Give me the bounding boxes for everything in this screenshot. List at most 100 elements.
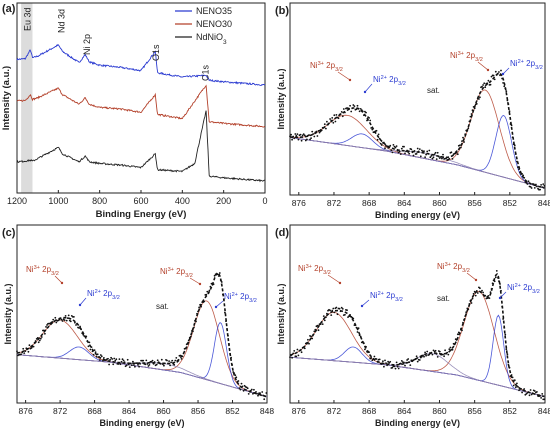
peak-annotation: Ni2+ 2p3/2 [510, 59, 543, 71]
x-tick-label: 1200 [7, 196, 27, 206]
data-point [323, 123, 326, 126]
data-point [432, 156, 435, 159]
data-point [82, 333, 85, 336]
data-point [516, 382, 518, 385]
data-point [111, 358, 114, 360]
legend-sub: 3 [223, 39, 227, 46]
data-point [103, 357, 105, 359]
data-point [338, 307, 341, 310]
y-axis-label: Intensity (a.u.) [276, 283, 286, 344]
data-point [302, 133, 305, 136]
data-point [309, 138, 311, 141]
data-point [442, 353, 444, 356]
data-point [523, 388, 526, 390]
data-point [256, 392, 258, 395]
data-point [540, 397, 542, 399]
annotation-sub: 3/2 [249, 298, 257, 304]
annotation-base: sat. [156, 302, 169, 311]
data-point [438, 157, 441, 160]
data-point [155, 363, 158, 366]
peak-annotation: Ni2+ 2p3/2 [507, 283, 540, 295]
data-point [441, 157, 443, 160]
data-point [69, 320, 72, 323]
data-point [513, 144, 516, 147]
data-point [419, 155, 422, 158]
data-point [335, 114, 338, 116]
data-point [394, 367, 397, 370]
data-point [424, 156, 426, 159]
data-point [308, 342, 310, 345]
fit-envelope [16, 272, 267, 398]
data-point [451, 348, 454, 351]
data-point [323, 319, 326, 322]
panel-c: 876 872 868 864 860 856 852 848 Binding energy (… [2, 224, 274, 428]
data-point [493, 78, 496, 81]
panel-label: (a) [2, 3, 16, 15]
x-tick-label: 868 [362, 198, 376, 208]
data-point [145, 359, 148, 362]
data-point [390, 149, 393, 152]
data-point [543, 185, 546, 187]
data-point [263, 398, 266, 401]
data-point [326, 120, 328, 123]
data-point [334, 120, 337, 123]
data-point [61, 320, 64, 322]
data-point [429, 156, 432, 159]
data-point [375, 129, 378, 132]
annotation-sub: 3/2 [532, 289, 540, 295]
data-point [518, 389, 520, 392]
data-point [114, 359, 117, 362]
data-point [512, 384, 515, 387]
panel-c-frame [16, 224, 268, 404]
data-point [45, 326, 47, 328]
data-point [160, 358, 163, 361]
annotation-rest: 2p [238, 292, 250, 301]
peak-label: O1s [151, 44, 161, 61]
annotation-base: Ni [450, 51, 458, 60]
legend-entry: NENO30 [196, 19, 232, 29]
x-tick-label: 864 [397, 406, 411, 416]
data-point [495, 270, 498, 272]
legend-entry: NdNiO3 [196, 32, 227, 46]
data-point [409, 364, 412, 366]
x-tick-label: 848 [538, 406, 550, 416]
arrow-head [198, 282, 202, 286]
data-point [189, 335, 192, 338]
data-point [137, 363, 139, 366]
data-point [378, 137, 381, 140]
data-point [117, 363, 120, 365]
peak-label: Eu 3d [23, 7, 33, 31]
data-point [126, 358, 129, 361]
arrow-head [498, 296, 502, 300]
annotation-sub: 3/2 [51, 271, 59, 277]
data-point [340, 306, 343, 309]
data-point [89, 348, 92, 351]
x-tick-label: 860 [432, 406, 446, 416]
data-point [238, 387, 241, 389]
panel-a: 1200 1000 800 600 400 200 0 Binding Energy (eV)… [1, 2, 268, 220]
data-point [533, 187, 536, 189]
data-point [394, 146, 397, 149]
annotation-base: Ni [437, 262, 445, 271]
data-point [508, 110, 511, 113]
data-point [369, 119, 372, 122]
panel-b: 876 872 868 864 860 856 852 848 Binding energy (… [275, 2, 550, 220]
data-point [335, 306, 338, 309]
data-point [370, 357, 373, 359]
data-point [385, 362, 387, 364]
data-point [38, 339, 41, 342]
data-point [529, 185, 532, 188]
data-point [310, 137, 312, 140]
data-point [312, 133, 315, 135]
component-peak [289, 89, 545, 189]
data-point [171, 359, 174, 362]
peak-annotation: Ni3+ 2p3/2 [298, 264, 331, 276]
component-peak [289, 346, 545, 397]
data-point [410, 148, 413, 151]
data-point [44, 332, 46, 335]
peak-label: Nd 3d [56, 9, 66, 33]
data-point [303, 347, 306, 350]
annotation-base: Ni [160, 267, 168, 276]
data-point [352, 104, 355, 106]
